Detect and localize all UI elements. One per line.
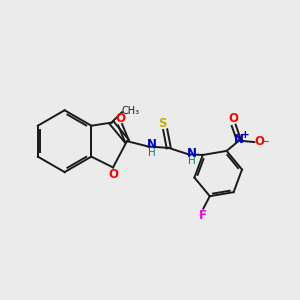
Text: CH₃: CH₃ [121,106,139,116]
Text: N: N [234,133,244,146]
Text: H: H [148,148,156,158]
Text: F: F [199,208,207,221]
Text: +: + [241,130,250,140]
Text: O: O [115,112,125,125]
Text: N: N [147,139,157,152]
Text: O: O [255,135,265,148]
Text: ⁻: ⁻ [262,139,269,152]
Text: H: H [188,156,196,166]
Text: O: O [229,112,239,125]
Text: S: S [158,117,166,130]
Text: O: O [109,168,118,181]
Text: N: N [187,147,197,160]
